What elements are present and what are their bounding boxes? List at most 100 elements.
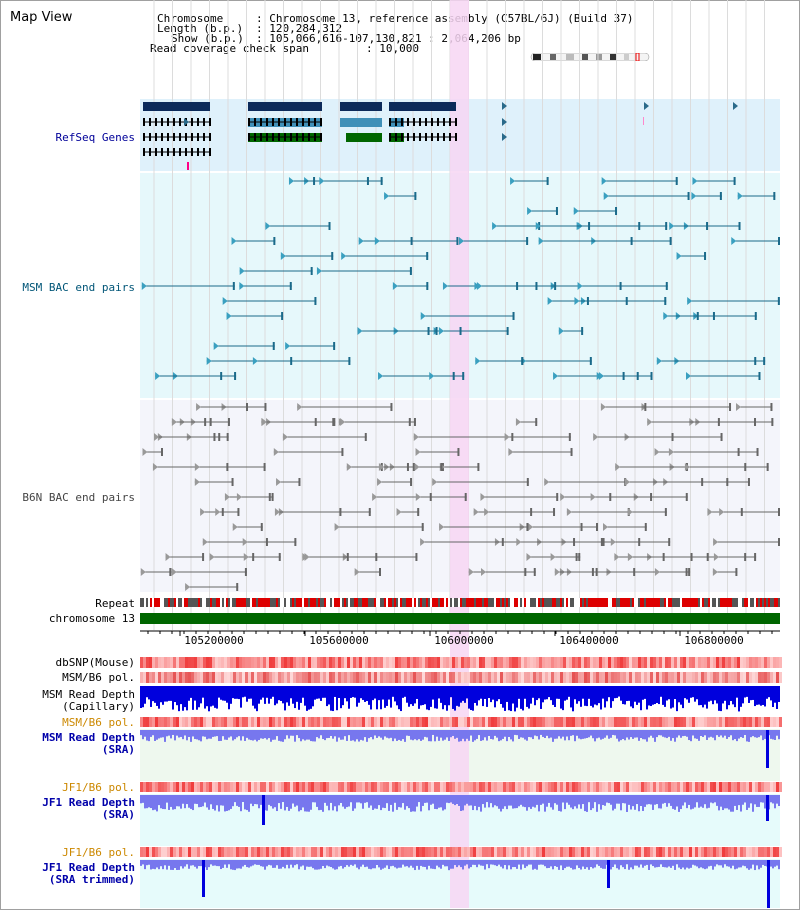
jf1-depth-sra bbox=[402, 795, 404, 804]
repeat-feature bbox=[634, 598, 636, 607]
dbsnp-density bbox=[680, 657, 683, 668]
msm-depth-capillary bbox=[726, 686, 728, 710]
b6n-bac-end-pair bbox=[390, 403, 393, 411]
jf1-depth-sra bbox=[284, 795, 286, 811]
jf1-depth-sra bbox=[154, 795, 156, 810]
track-label-msm-bac-end-pairs: MSM BAC end pairs bbox=[22, 281, 135, 294]
msm-depth-sra bbox=[234, 730, 236, 740]
jf1-b6-polymorphism bbox=[257, 782, 260, 792]
msm-b6-polymorphism bbox=[749, 717, 752, 727]
b6n-bac-end-pair bbox=[413, 433, 419, 441]
dbsnp-density bbox=[581, 657, 584, 668]
b6n-bac-end-pair bbox=[332, 418, 335, 426]
msm-depth-capillary bbox=[730, 686, 732, 702]
b6n-bac-end-pair bbox=[263, 463, 266, 471]
jf1-b6-polymorphism bbox=[443, 847, 446, 857]
dbsnp-density bbox=[626, 657, 629, 668]
msm-depth-sra bbox=[534, 730, 536, 736]
dbsnp-density bbox=[608, 657, 611, 668]
msm-b6-polymorphism bbox=[191, 672, 194, 683]
msm-b6-polymorphism bbox=[218, 672, 221, 683]
refseq-gene-exon bbox=[143, 148, 145, 156]
msm-b6-polymorphism bbox=[416, 717, 419, 727]
msm-bac-end-pair bbox=[754, 357, 757, 365]
msm-b6-polymorphism bbox=[620, 672, 623, 683]
msm-b6-polymorphism bbox=[359, 672, 362, 683]
jf1-b6-polymorphism bbox=[302, 847, 305, 857]
jf1-b6-polymorphism bbox=[341, 782, 344, 792]
msm-b6-polymorphism bbox=[527, 717, 530, 727]
msm-bac-end-pair bbox=[273, 237, 276, 245]
dbsnp-density bbox=[191, 657, 194, 668]
msm-depth-capillary bbox=[430, 686, 432, 707]
repeat-feature bbox=[398, 598, 400, 607]
msm-b6-polymorphism bbox=[605, 717, 608, 727]
msm-b6-polymorphism bbox=[500, 672, 503, 683]
msm-depth-sra bbox=[516, 730, 518, 736]
msm-depth-sra bbox=[556, 730, 558, 739]
repeat-feature bbox=[306, 598, 308, 607]
jf1-b6-polymorphism bbox=[641, 782, 644, 792]
msm-depth-sra bbox=[564, 730, 566, 741]
msm-depth-capillary bbox=[208, 686, 210, 712]
jf1-depth-sra bbox=[220, 795, 222, 806]
jf1-b6-polymorphism bbox=[524, 782, 527, 792]
refseq-gene-exon bbox=[266, 133, 268, 141]
msm-depth-sra bbox=[366, 730, 368, 742]
repeat-feature bbox=[174, 598, 176, 607]
repeat-feature bbox=[314, 598, 316, 607]
repeat-feature bbox=[500, 598, 502, 607]
msm-b6-polymorphism bbox=[278, 672, 281, 683]
msm-b6-polymorphism bbox=[665, 717, 668, 727]
dbsnp-density bbox=[569, 657, 572, 668]
repeat-feature bbox=[496, 598, 498, 607]
jf1-depth-sra bbox=[368, 795, 370, 808]
b6n-bac-end-pair bbox=[242, 538, 248, 546]
msm-depth-capillary bbox=[200, 686, 202, 704]
repeat-feature bbox=[454, 598, 456, 607]
msm-depth-capillary bbox=[284, 686, 286, 711]
jf1-b6-polymorphism bbox=[380, 847, 383, 857]
jf1-depth-trimmed bbox=[346, 860, 348, 866]
msm-depth-sra bbox=[282, 730, 284, 742]
repeat-feature bbox=[288, 598, 290, 607]
b6n-bac-end-pair bbox=[196, 403, 202, 411]
refseq-gene-exon bbox=[191, 148, 193, 156]
msm-depth-capillary bbox=[250, 686, 252, 699]
jf1-depth-trimmed bbox=[726, 860, 728, 867]
jf1-b6-polymorphism bbox=[614, 847, 617, 857]
refseq-gene-arrow bbox=[644, 102, 649, 110]
jf1-b6-polymorphism bbox=[488, 782, 491, 792]
msm-depth-capillary bbox=[562, 686, 564, 711]
repeat-feature bbox=[570, 598, 572, 607]
repeat-feature bbox=[448, 598, 450, 607]
msm-bac-end-pair bbox=[476, 282, 482, 290]
msm-bac-end-pair bbox=[577, 282, 583, 290]
dbsnp-density bbox=[449, 657, 452, 668]
jf1-depth-trimmed bbox=[570, 860, 572, 868]
msm-depth-sra bbox=[416, 730, 418, 741]
jf1-depth-trimmed bbox=[546, 860, 548, 869]
msm-b6-polymorphism bbox=[410, 672, 413, 683]
msm-b6-polymorphism bbox=[500, 717, 503, 727]
jf1-b6-polymorphism bbox=[524, 847, 527, 857]
msm-depth-sra bbox=[554, 730, 556, 739]
jf1-depth-sra bbox=[434, 795, 436, 809]
jf1-b6-polymorphism bbox=[281, 782, 284, 792]
dbsnp-density bbox=[638, 657, 641, 668]
jf1-depth-sra bbox=[516, 795, 518, 809]
jf1-b6-polymorphism bbox=[749, 847, 752, 857]
jf1-depth-sra bbox=[682, 795, 684, 806]
repeat-feature bbox=[450, 598, 452, 607]
jf1-b6-polymorphism bbox=[620, 847, 623, 857]
jf1-depth-sra bbox=[684, 795, 686, 803]
refseq-gene-exon bbox=[173, 118, 175, 126]
jf1-b6-polymorphism bbox=[332, 782, 335, 792]
msm-b6-polymorphism bbox=[452, 717, 455, 727]
msm-depth-sra bbox=[580, 730, 582, 740]
msm-depth-sra bbox=[330, 730, 332, 736]
chromosome-key: Chromosome bbox=[157, 12, 224, 25]
jf1-depth-trimmed bbox=[732, 860, 734, 866]
jf1-depth-trimmed bbox=[456, 860, 458, 868]
